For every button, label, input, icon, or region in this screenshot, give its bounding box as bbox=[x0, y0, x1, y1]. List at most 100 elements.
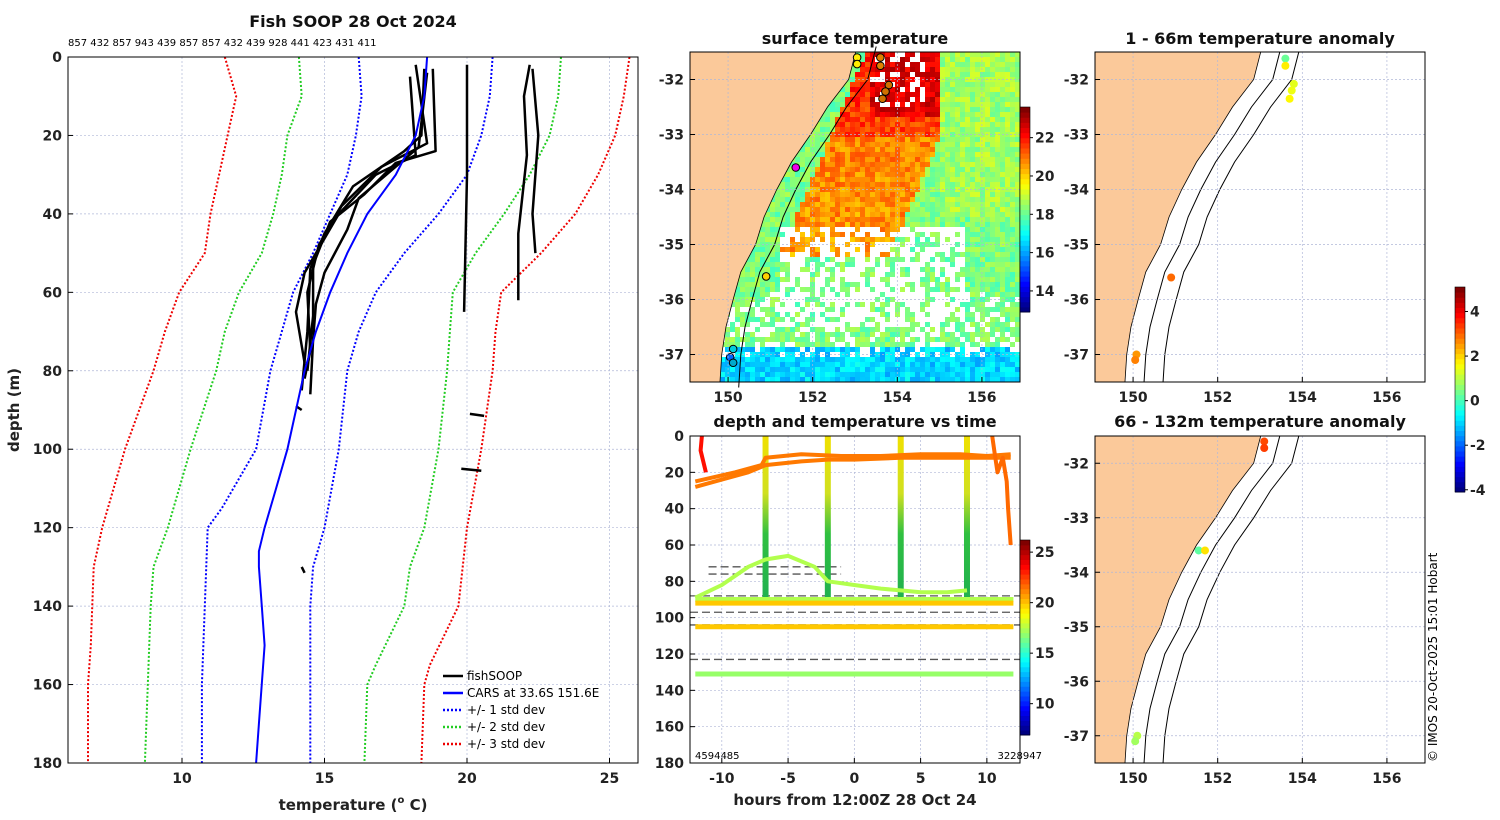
sst-cell bbox=[965, 312, 970, 317]
sst-cell bbox=[915, 152, 920, 157]
sst-cell bbox=[930, 242, 935, 247]
sst-cell bbox=[950, 152, 955, 157]
sst-cell bbox=[940, 367, 945, 372]
sst-cell bbox=[745, 377, 750, 382]
sst-cell bbox=[975, 232, 980, 237]
sst-cell bbox=[1005, 87, 1010, 92]
sst-cell bbox=[1015, 62, 1020, 67]
sst-cell bbox=[900, 112, 905, 117]
sst-cell bbox=[1000, 67, 1005, 72]
sst-cell bbox=[955, 242, 960, 247]
sst-cell bbox=[970, 197, 975, 202]
sst-cell bbox=[945, 362, 950, 367]
sst-cell bbox=[930, 152, 935, 157]
sst-cell bbox=[1010, 147, 1015, 152]
anomaly-point bbox=[1131, 356, 1140, 364]
colorbar-tick-label: 15 bbox=[1035, 646, 1054, 662]
sst-cell bbox=[915, 192, 920, 197]
sst-cell bbox=[970, 257, 975, 262]
sst-cell bbox=[955, 357, 960, 362]
sst-cell bbox=[890, 297, 895, 302]
sst-cell bbox=[970, 272, 975, 277]
sst-cell bbox=[960, 347, 965, 352]
sst-cell bbox=[730, 342, 735, 347]
sst-cell bbox=[945, 117, 950, 122]
fishsoop-profile bbox=[469, 412, 485, 418]
sst-cell bbox=[935, 197, 940, 202]
sst-cell bbox=[835, 122, 840, 127]
sst-cell bbox=[930, 57, 935, 62]
sst-cell bbox=[995, 167, 1000, 172]
sst-cell bbox=[970, 227, 975, 232]
colorbar-segment bbox=[1020, 204, 1030, 210]
sst-cell bbox=[975, 377, 980, 382]
sst-cell bbox=[840, 182, 845, 187]
sst-cell bbox=[970, 92, 975, 97]
sst-cell bbox=[970, 232, 975, 237]
sst-cell bbox=[835, 147, 840, 152]
sst-cell bbox=[1010, 67, 1015, 72]
sst-cell bbox=[770, 212, 775, 217]
sst-cell bbox=[830, 247, 835, 252]
sst-cell bbox=[870, 317, 875, 322]
sst-cell bbox=[1015, 317, 1020, 322]
sst-cell bbox=[855, 112, 860, 117]
fishsoop-profile bbox=[300, 68, 426, 391]
sst-cell bbox=[1010, 222, 1015, 227]
sst-cell bbox=[845, 357, 850, 362]
plot-frame bbox=[1094, 435, 1426, 764]
sst-cell bbox=[920, 147, 925, 152]
sst-cell bbox=[915, 367, 920, 372]
sst-cell bbox=[960, 152, 965, 157]
sst-cell bbox=[825, 257, 830, 262]
sst-cell bbox=[855, 107, 860, 112]
sst-cell bbox=[1015, 377, 1020, 382]
sst-cell bbox=[955, 72, 960, 77]
sst-cell bbox=[835, 212, 840, 217]
sst-cell bbox=[795, 312, 800, 317]
sst-cell bbox=[900, 177, 905, 182]
sst-cell bbox=[770, 267, 775, 272]
sst-cell bbox=[740, 377, 745, 382]
sst-cell bbox=[980, 172, 985, 177]
sst-cell bbox=[950, 67, 955, 72]
colorbar-segment bbox=[1020, 235, 1030, 241]
colorbar-segment bbox=[1020, 549, 1030, 556]
sst-cell bbox=[980, 222, 985, 227]
sst-cell bbox=[965, 282, 970, 287]
sst-cell bbox=[800, 377, 805, 382]
sst-cell bbox=[910, 77, 915, 82]
sst-cell bbox=[890, 327, 895, 332]
sst-cell bbox=[885, 252, 890, 257]
sst-cell bbox=[975, 117, 980, 122]
sst-cell bbox=[1005, 262, 1010, 267]
sst-cell bbox=[740, 367, 745, 372]
sst-cell bbox=[905, 342, 910, 347]
sst-cell bbox=[910, 362, 915, 367]
sst-cell bbox=[885, 172, 890, 177]
sst-cell bbox=[905, 147, 910, 152]
sst-cell bbox=[820, 167, 825, 172]
sst-cell bbox=[925, 167, 930, 172]
sst-cell bbox=[935, 232, 940, 237]
sst-cell bbox=[755, 282, 760, 287]
sst-cell bbox=[835, 247, 840, 252]
colorbar-segment bbox=[1020, 127, 1030, 134]
sst-cell bbox=[765, 267, 770, 272]
sst-cell bbox=[1005, 357, 1010, 362]
colorbar-segment bbox=[1020, 598, 1030, 604]
sst-cell bbox=[875, 102, 880, 107]
sst-cell bbox=[735, 312, 740, 317]
colorbar-segment bbox=[1020, 281, 1030, 287]
anomaly-point bbox=[1201, 546, 1209, 555]
sst-cell bbox=[995, 242, 1000, 247]
sst-cell bbox=[890, 192, 895, 197]
sst-cell bbox=[995, 287, 1000, 292]
sst-cell bbox=[1010, 72, 1015, 77]
sst-cell bbox=[860, 147, 865, 152]
sst-cell bbox=[765, 377, 770, 382]
sst-cell bbox=[940, 82, 945, 87]
sst-cell bbox=[745, 342, 750, 347]
sst-cell bbox=[955, 57, 960, 62]
sst-cell bbox=[985, 97, 990, 102]
